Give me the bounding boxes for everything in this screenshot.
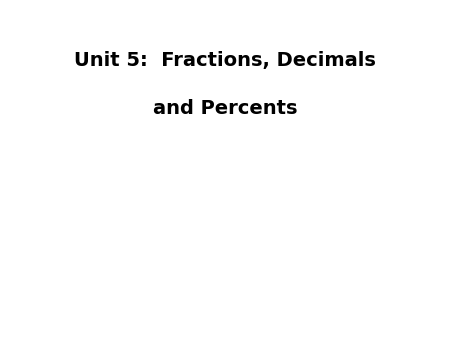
Text: and Percents: and Percents	[153, 99, 297, 118]
Text: Unit 5:  Fractions, Decimals: Unit 5: Fractions, Decimals	[74, 51, 376, 70]
